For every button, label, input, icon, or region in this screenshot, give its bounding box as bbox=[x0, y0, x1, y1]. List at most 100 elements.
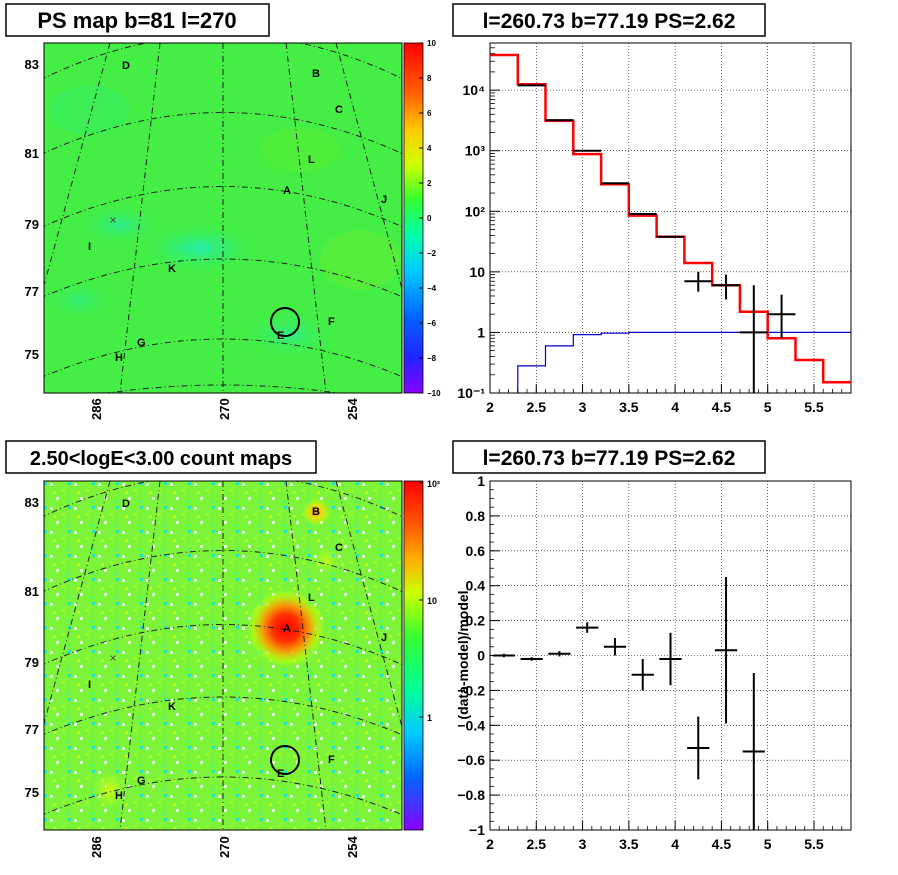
residual-plot bbox=[492, 576, 765, 830]
svg-text:×: × bbox=[109, 651, 116, 665]
x-tick-label: 5 bbox=[764, 399, 772, 415]
residual-axes: 2 2.5 3 3.5 4 4.5 5 5.5 1 0.8 0.6 0.4 0.2 0 −0.2 −0.4 −0… bbox=[457, 473, 852, 852]
x-tick-label: 3.5 bbox=[619, 399, 639, 415]
count-map-x-ticks: 286 270 254 bbox=[89, 836, 360, 858]
count-map-title-box bbox=[5, 440, 317, 474]
residual-title-box bbox=[452, 440, 766, 474]
ps-map-colorbar: 10 8 6 4 2 0 −2 −4 −6 −8 −10 bbox=[403, 39, 441, 398]
ps-map-panel: PS map b=81 l=270 bbox=[5, 3, 441, 420]
residual-panel: l=260.73 b=77.19 PS=2.62 2 2.5 3 3.5 4 4.5 5 5.… bbox=[452, 440, 852, 852]
colorbar-label: 4 bbox=[427, 144, 432, 153]
x-tick-label: 3 bbox=[579, 836, 587, 852]
residual-title: l=260.73 b=77.19 PS=2.62 bbox=[483, 447, 736, 470]
y-tick-81: 81 bbox=[25, 584, 39, 599]
y-tick-label: −0.4 bbox=[457, 717, 485, 733]
source-label-g: G bbox=[137, 337, 146, 349]
source-label-e: E bbox=[277, 330, 284, 342]
colorbar-label: −10 bbox=[427, 389, 441, 398]
colorbar-label-10: 10 bbox=[427, 596, 437, 606]
source-label-l: L bbox=[308, 592, 315, 604]
source-label-d: D bbox=[122, 60, 130, 72]
x-tick-label: 2 bbox=[486, 836, 494, 852]
source-label-h: H bbox=[115, 790, 123, 802]
x-tick-270: 270 bbox=[217, 398, 232, 420]
count-map-source-labels: D B C L A J I K F E G H bbox=[88, 498, 387, 802]
ps-map-y-ticks: 83 81 79 77 75 bbox=[25, 57, 39, 362]
colorbar-label: 2 bbox=[427, 179, 432, 188]
colorbar-label-100: 10² bbox=[427, 479, 440, 489]
x-tick-label: 4.5 bbox=[712, 836, 732, 852]
spectrum-axes: 2 2.5 3 3.5 4 4.5 5 5.5 10⁻¹ 1 10 10² 10³ 10⁴ bbox=[457, 47, 852, 415]
y-tick-label: 10 bbox=[469, 264, 485, 280]
y-tick-label: 10⁴ bbox=[463, 82, 486, 98]
spectrum-title: l=260.73 b=77.19 PS=2.62 bbox=[483, 10, 736, 33]
colorbar-label-1: 1 bbox=[427, 713, 432, 723]
svg-text:×: × bbox=[109, 213, 116, 227]
ps-map-image: × bbox=[44, 43, 402, 393]
colorbar-label: 8 bbox=[427, 74, 432, 83]
source-label-c: C bbox=[335, 542, 343, 554]
y-tick-label: 0.8 bbox=[466, 508, 486, 524]
y-tick-81: 81 bbox=[25, 146, 39, 161]
y-tick-77: 77 bbox=[25, 284, 39, 299]
x-tick-270: 270 bbox=[217, 836, 232, 858]
x-tick-254: 254 bbox=[345, 836, 360, 858]
y-tick-79: 79 bbox=[25, 217, 39, 232]
source-label-k: K bbox=[168, 701, 176, 713]
spectrum-title-box bbox=[452, 3, 766, 37]
x-tick-label: 5.5 bbox=[804, 399, 824, 415]
source-label-j: J bbox=[381, 194, 387, 206]
x-tick-label: 4 bbox=[671, 399, 679, 415]
y-tick-label: 10² bbox=[465, 203, 486, 219]
source-label-b: B bbox=[312, 506, 320, 518]
y-tick-75: 75 bbox=[25, 785, 39, 800]
source-label-k: K bbox=[168, 263, 176, 275]
x-tick-label: 4 bbox=[671, 836, 679, 852]
count-map-image: × bbox=[44, 481, 402, 830]
source-label-b: B bbox=[312, 68, 320, 80]
colorbar-label: −8 bbox=[427, 354, 437, 363]
y-tick-label: 0 bbox=[477, 648, 485, 664]
colorbar-label: −6 bbox=[427, 319, 437, 328]
x-tick-label: 5 bbox=[764, 836, 772, 852]
x-tick-label: 2 bbox=[486, 399, 494, 415]
source-label-e: E bbox=[277, 768, 284, 780]
y-tick-79: 79 bbox=[25, 655, 39, 670]
x-tick-label: 3.5 bbox=[619, 836, 639, 852]
y-tick-label: 0.2 bbox=[466, 613, 486, 629]
count-map-panel: 2.50<logE<3.00 count maps × bbox=[5, 440, 440, 858]
y-tick-label: 10³ bbox=[465, 143, 486, 159]
source-label-c: C bbox=[335, 104, 343, 116]
y-tick-label: −0.2 bbox=[457, 682, 485, 698]
count-map-title: 2.50<logE<3.00 count maps bbox=[30, 448, 292, 470]
x-tick-label: 5.5 bbox=[804, 836, 824, 852]
x-tick-label: 2.5 bbox=[527, 836, 547, 852]
source-label-a: A bbox=[283, 623, 291, 635]
background-histogram bbox=[517, 331, 851, 393]
y-tick-83: 83 bbox=[25, 57, 39, 72]
count-map-colorbar: 10² 10 1 bbox=[403, 479, 440, 831]
source-label-i: I bbox=[88, 679, 91, 691]
y-tick-label: 1 bbox=[477, 324, 485, 340]
x-tick-label: 3 bbox=[579, 399, 587, 415]
y-tick-77: 77 bbox=[25, 722, 39, 737]
colorbar-label: 0 bbox=[427, 214, 432, 223]
colorbar-label: 10 bbox=[427, 39, 436, 48]
x-tick-label: 4.5 bbox=[712, 399, 732, 415]
y-tick-75: 75 bbox=[25, 347, 39, 362]
colorbar-label: −4 bbox=[427, 284, 437, 293]
y-tick-label: 10⁻¹ bbox=[457, 385, 485, 401]
source-label-h: H bbox=[115, 352, 123, 364]
count-map-y-ticks: 83 81 79 77 75 bbox=[25, 495, 39, 800]
source-label-j: J bbox=[381, 632, 387, 644]
y-tick-83: 83 bbox=[25, 495, 39, 510]
spectrum-panel: l=260.73 b=77.19 PS=2.62 2 2.5 3 3.5 4 4.5 5 5.… bbox=[452, 3, 852, 415]
source-label-f: F bbox=[328, 754, 335, 766]
ps-map-title: PS map b=81 l=270 bbox=[37, 8, 236, 33]
ps-map-x-ticks: 286 270 254 bbox=[89, 398, 360, 420]
y-tick-label: −0.6 bbox=[457, 752, 485, 768]
residual-ylabel: (data-model)/model bbox=[455, 590, 471, 719]
colorbar-label: 6 bbox=[427, 109, 432, 118]
y-tick-label: 1 bbox=[477, 473, 485, 489]
